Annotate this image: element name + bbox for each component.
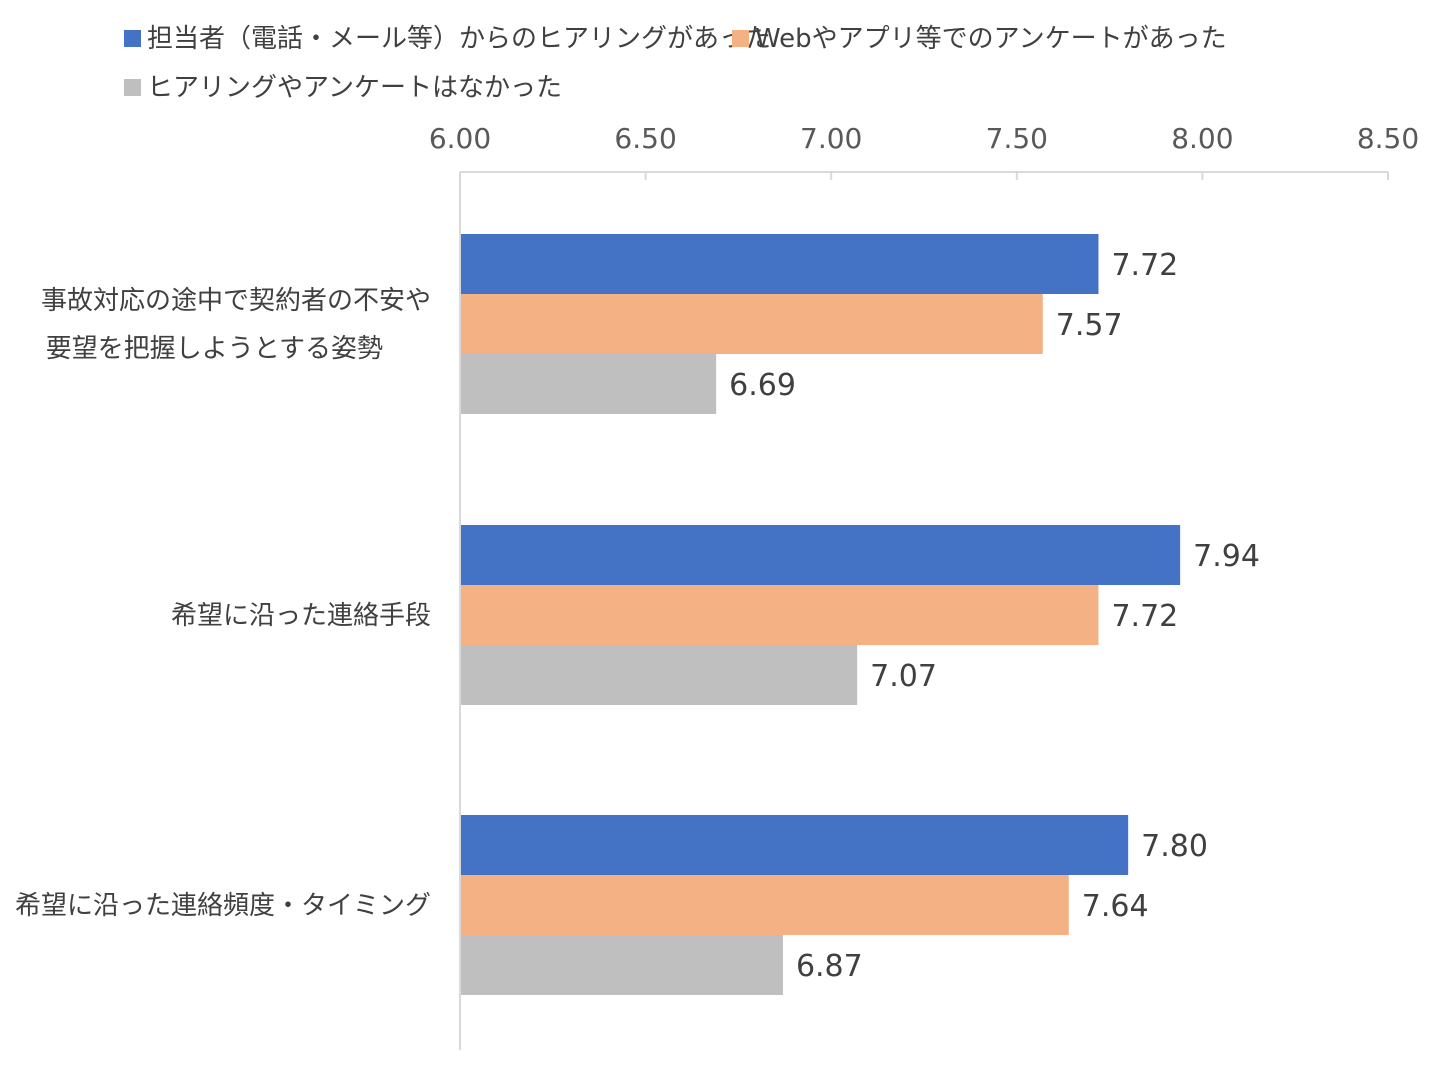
- data-label: 7.80: [1141, 829, 1208, 864]
- tick-label: 6.00: [429, 122, 491, 155]
- data-label: 7.57: [1056, 308, 1123, 343]
- legend-swatch: [124, 79, 141, 96]
- tick-label: 7.50: [986, 122, 1048, 155]
- bar: [461, 294, 1043, 354]
- category-label: 事故対応の途中で契約者の不安や: [41, 286, 431, 316]
- tick-label: 6.50: [614, 122, 676, 155]
- legend-swatch: [124, 30, 141, 47]
- category-label: 希望に沿った連絡手段: [171, 601, 431, 631]
- bar: [461, 234, 1099, 294]
- bar: [461, 875, 1069, 935]
- bar: [461, 525, 1181, 585]
- category-label: 希望に沿った連絡頻度・タイミング: [15, 891, 431, 921]
- value-axis: 6.00 6.50 7.00 7.50 8.00 8.50: [429, 122, 1419, 1050]
- tick-label: 8.00: [1171, 122, 1233, 155]
- category-labels: 事故対応の途中で契約者の不安や要望を把握しようとする姿勢希望に沿った連絡手段希望…: [15, 286, 431, 921]
- legend-swatch: [732, 30, 749, 47]
- bar: [461, 354, 717, 414]
- data-label: 7.64: [1082, 889, 1149, 924]
- data-label: 6.69: [729, 368, 796, 403]
- tick-label: 8.50: [1357, 122, 1419, 155]
- bar: [461, 585, 1099, 645]
- bar: [461, 815, 1129, 875]
- category-label: 要望を把握しようとする姿勢: [46, 334, 383, 364]
- bar: [461, 935, 783, 995]
- bars: 7.72 7.94 7.80 7.57 7.72 7.64 6.69 7.07 6.87: [461, 234, 1260, 995]
- data-label: 7.94: [1193, 539, 1260, 574]
- legend: 担当者（電話・メール等）からのヒアリングがあったWebやアプリ等でのアンケートが…: [124, 24, 1227, 103]
- legend-label: Webやアプリ等でのアンケートがあった: [755, 24, 1227, 54]
- data-label: 7.72: [1111, 248, 1178, 283]
- tick-label: 7.00: [800, 122, 862, 155]
- legend-label: ヒアリングやアンケートはなかった: [147, 73, 562, 103]
- data-label: 6.87: [796, 949, 863, 984]
- data-label: 7.72: [1111, 599, 1178, 634]
- data-label: 7.07: [870, 659, 937, 694]
- bar: [461, 645, 858, 705]
- legend-label: 担当者（電話・メール等）からのヒアリングがあった: [147, 24, 771, 54]
